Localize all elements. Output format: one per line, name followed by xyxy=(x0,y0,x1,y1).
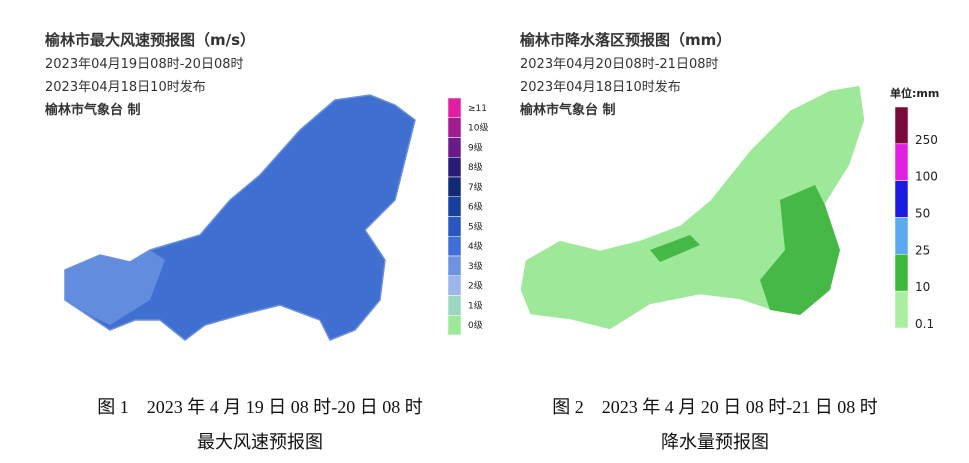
legend-swatch xyxy=(894,254,909,292)
legend-label: 3级 xyxy=(468,260,483,272)
legend-label: 1级 xyxy=(468,299,483,311)
legend-label: 0级 xyxy=(468,319,483,331)
legend-label: 10 xyxy=(915,280,930,294)
legend-swatch xyxy=(447,236,462,257)
legend-swatch xyxy=(447,275,462,296)
legend-swatch xyxy=(894,143,909,181)
legend-label: ≥11 xyxy=(468,104,487,114)
legend-swatch xyxy=(894,290,909,329)
map-header: 榆林市降水落区预报图（mm） xyxy=(520,31,731,49)
legend-label: 5级 xyxy=(468,220,483,232)
map-header: 2023年04月19日08时-20日08时 xyxy=(45,57,244,72)
legend-swatch xyxy=(447,295,462,316)
figure-caption: 图 2 2023 年 4 月 20 日 08 时-21 日 08 时 xyxy=(552,397,878,417)
legend-label: 0.1 xyxy=(915,317,934,331)
legend-label: 7级 xyxy=(468,181,483,193)
map-header: 2023年04月20日08时-21日08时 xyxy=(520,57,719,72)
legend-swatch xyxy=(447,117,462,138)
legend-label: 6级 xyxy=(468,201,483,213)
map-header: 榆林市气象台 制 xyxy=(520,102,616,118)
legend-label: 2级 xyxy=(468,280,483,292)
legend-swatch xyxy=(894,180,909,218)
legend-label: 100 xyxy=(915,170,938,184)
legend-title: 单位:mm xyxy=(890,86,939,100)
legend-label: 4级 xyxy=(468,240,483,252)
legend-swatch xyxy=(447,137,462,158)
legend-swatch xyxy=(447,315,462,336)
rain-map-heavy xyxy=(760,185,840,315)
legend-label: 25 xyxy=(915,243,930,257)
figure-caption: 图 1 2023 年 4 月 19 日 08 时-20 日 08 时 xyxy=(97,397,423,417)
legend-swatch xyxy=(447,157,462,178)
legend-label: 9级 xyxy=(468,141,483,153)
figure-caption: 降水量预报图 xyxy=(661,432,769,452)
legend-swatch xyxy=(447,176,462,197)
map-header: 2023年04月18日10时发布 xyxy=(45,79,206,95)
legend-label: 10级 xyxy=(468,122,488,134)
legend-swatch xyxy=(447,255,462,276)
map-header: 2023年04月18日10时发布 xyxy=(520,79,681,95)
legend-label: 50 xyxy=(915,207,930,221)
legend-swatch xyxy=(894,106,909,145)
maps: 榆林市最大风速预报图（m/s） 2023年04月19日08时-20日08时 2023… xyxy=(45,31,939,341)
legend-label: 8级 xyxy=(468,161,483,173)
legend-swatch xyxy=(447,216,462,237)
figure-caption: 最大风速预报图 xyxy=(197,432,323,452)
map-header: 榆林市气象台 制 xyxy=(45,102,141,118)
map-header: 榆林市最大风速预报图（m/s） xyxy=(45,31,255,49)
legend-swatch xyxy=(447,196,462,217)
legend-swatch xyxy=(447,97,462,118)
legend-swatch xyxy=(894,217,909,255)
rain-map-heavy xyxy=(650,235,700,262)
legend-label: 250 xyxy=(915,133,938,147)
wind-map-light xyxy=(65,250,165,325)
